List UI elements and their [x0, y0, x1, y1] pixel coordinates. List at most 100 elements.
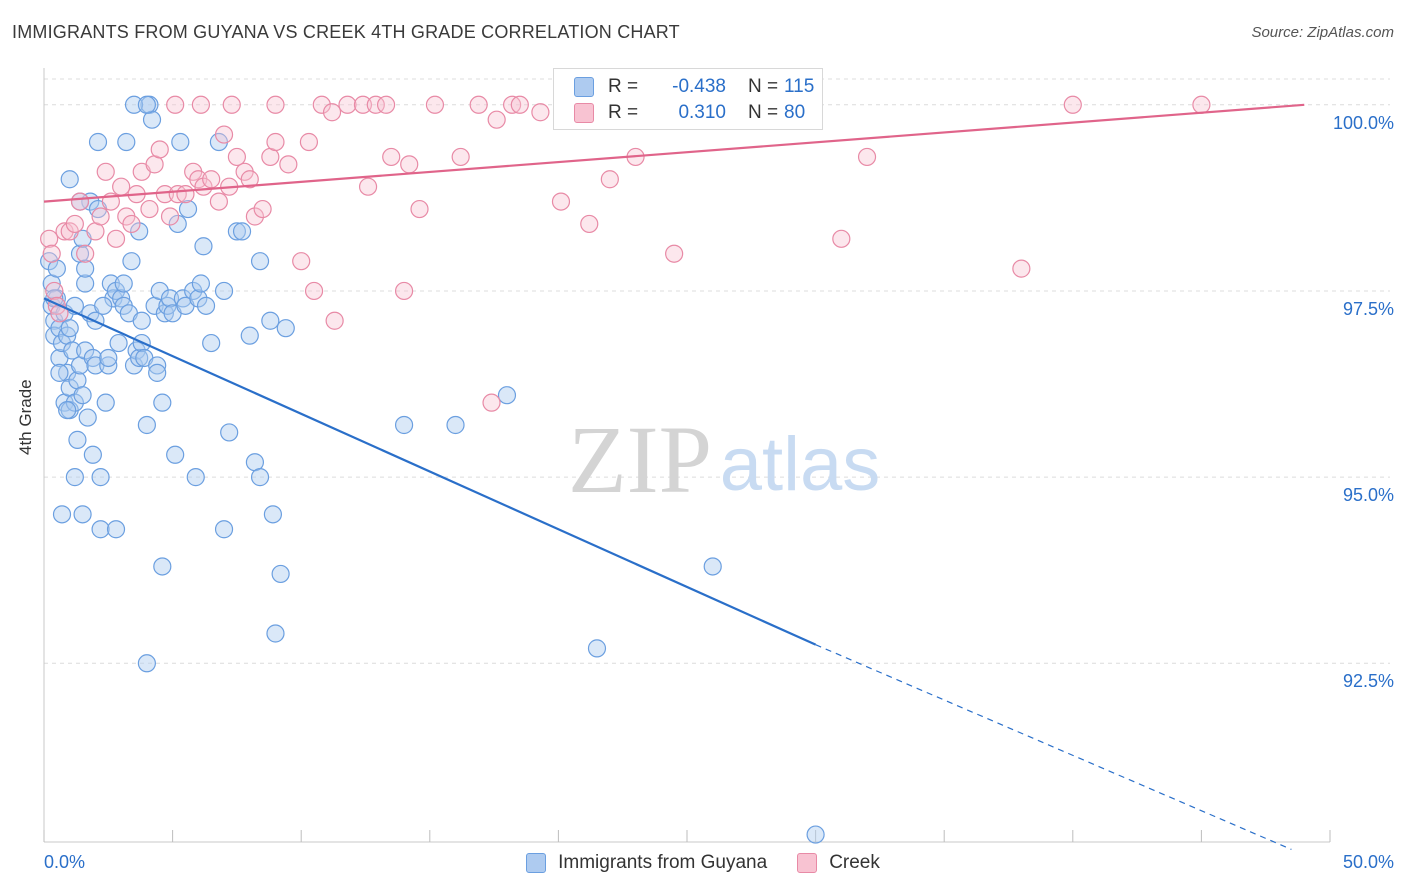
- data-point: [214, 125, 234, 144]
- data-point: [94, 296, 113, 315]
- y-tick-label: 92.5%: [1342, 671, 1394, 692]
- data-point: [325, 311, 344, 330]
- data-point: [338, 95, 357, 114]
- data-point: [91, 207, 110, 226]
- y-tick-label: 95.0%: [1342, 485, 1394, 506]
- trend-lines: [43, 103, 1305, 850]
- legend-item-guyana[interactable]: Immigrants from Guyana: [526, 852, 767, 874]
- legend-swatch-creek: [574, 103, 594, 123]
- data-point: [76, 274, 95, 293]
- data-point: [194, 237, 213, 256]
- data-point: [73, 505, 92, 524]
- data-point: [124, 95, 144, 114]
- legend-r-label: R =: [608, 76, 639, 97]
- data-point: [214, 281, 234, 301]
- data-point: [382, 147, 401, 167]
- data-point: [209, 192, 228, 211]
- data-point: [83, 348, 102, 368]
- data-point: [531, 103, 550, 122]
- data-point: [410, 199, 429, 219]
- data-point: [857, 147, 877, 167]
- data-point: [60, 170, 79, 189]
- data-point: [222, 95, 241, 114]
- data-point: [150, 140, 169, 159]
- data-point: [451, 147, 470, 167]
- data-point: [253, 199, 272, 219]
- legend-item-creek[interactable]: Creek: [797, 852, 880, 874]
- data-point: [191, 274, 210, 293]
- legend-swatch-guyana: [526, 853, 547, 873]
- data-point: [166, 95, 185, 114]
- data-point: [304, 281, 324, 301]
- data-point: [191, 95, 210, 114]
- data-point: [446, 415, 465, 435]
- data-point: [487, 110, 506, 129]
- data-point: [70, 192, 90, 211]
- data-point: [55, 222, 74, 241]
- y-axis-label: 4th Grade: [16, 379, 35, 455]
- data-point: [99, 356, 118, 375]
- watermark-zip: ZIP: [568, 406, 712, 513]
- data-point: [227, 222, 246, 241]
- legend-swatch-guyana: [574, 77, 594, 97]
- data-point: [266, 132, 285, 152]
- legend-n-value: 115: [784, 76, 815, 97]
- data-point: [76, 259, 95, 278]
- data-point: [99, 348, 118, 368]
- data-point: [132, 311, 151, 330]
- data-point: [271, 564, 290, 584]
- legend-r-label: R =: [608, 102, 639, 123]
- data-point: [245, 207, 265, 226]
- data-point: [45, 281, 64, 301]
- data-point: [140, 199, 159, 219]
- legend-row-guyana: R = -0.438 N = 115: [574, 75, 824, 99]
- data-point: [153, 393, 172, 412]
- data-point: [50, 363, 69, 382]
- data-point: [232, 222, 252, 241]
- data-point: [137, 95, 156, 114]
- data-point: [250, 468, 270, 487]
- data-point: [40, 252, 59, 271]
- data-point: [60, 319, 79, 338]
- data-point: [1012, 259, 1031, 278]
- data-point: [497, 386, 517, 405]
- data-point: [551, 192, 571, 211]
- data-point: [104, 289, 123, 308]
- correlation-legend: R = -0.438 N = 115 R = 0.310 N = 80: [553, 68, 823, 130]
- legend-n-label: N =: [748, 76, 779, 97]
- data-point: [171, 132, 190, 152]
- watermark-atlas: atlas: [720, 422, 881, 507]
- data-point: [194, 177, 213, 196]
- data-point: [148, 356, 167, 375]
- data-point: [227, 147, 246, 167]
- data-point: [394, 281, 414, 301]
- data-point: [83, 445, 102, 464]
- data-point: [220, 423, 239, 442]
- data-point: [109, 333, 128, 353]
- data-point: [96, 393, 115, 412]
- data-point: [76, 244, 95, 263]
- data-point: [292, 252, 311, 271]
- data-point: [78, 408, 97, 427]
- data-point: [279, 155, 298, 174]
- y-tick-label: 100.0%: [1332, 112, 1394, 133]
- data-point: [155, 185, 174, 204]
- data-point: [76, 341, 95, 360]
- data-point: [160, 289, 180, 308]
- data-point: [114, 274, 133, 293]
- data-point: [482, 393, 501, 412]
- trend-line-extension: [815, 644, 1292, 850]
- x-max-label: 50.0%: [1342, 852, 1394, 872]
- data-point: [394, 415, 414, 435]
- data-point: [153, 557, 172, 576]
- data-point: [117, 132, 136, 152]
- data-point: [96, 162, 115, 181]
- data-point: [40, 229, 59, 248]
- data-point: [106, 229, 126, 248]
- data-point: [703, 557, 722, 576]
- data-point: [176, 185, 195, 204]
- legend-swatch-creek: [797, 853, 818, 873]
- data-point: [1192, 95, 1211, 114]
- y-tick-label: 97.5%: [1342, 298, 1394, 319]
- data-point: [160, 207, 180, 226]
